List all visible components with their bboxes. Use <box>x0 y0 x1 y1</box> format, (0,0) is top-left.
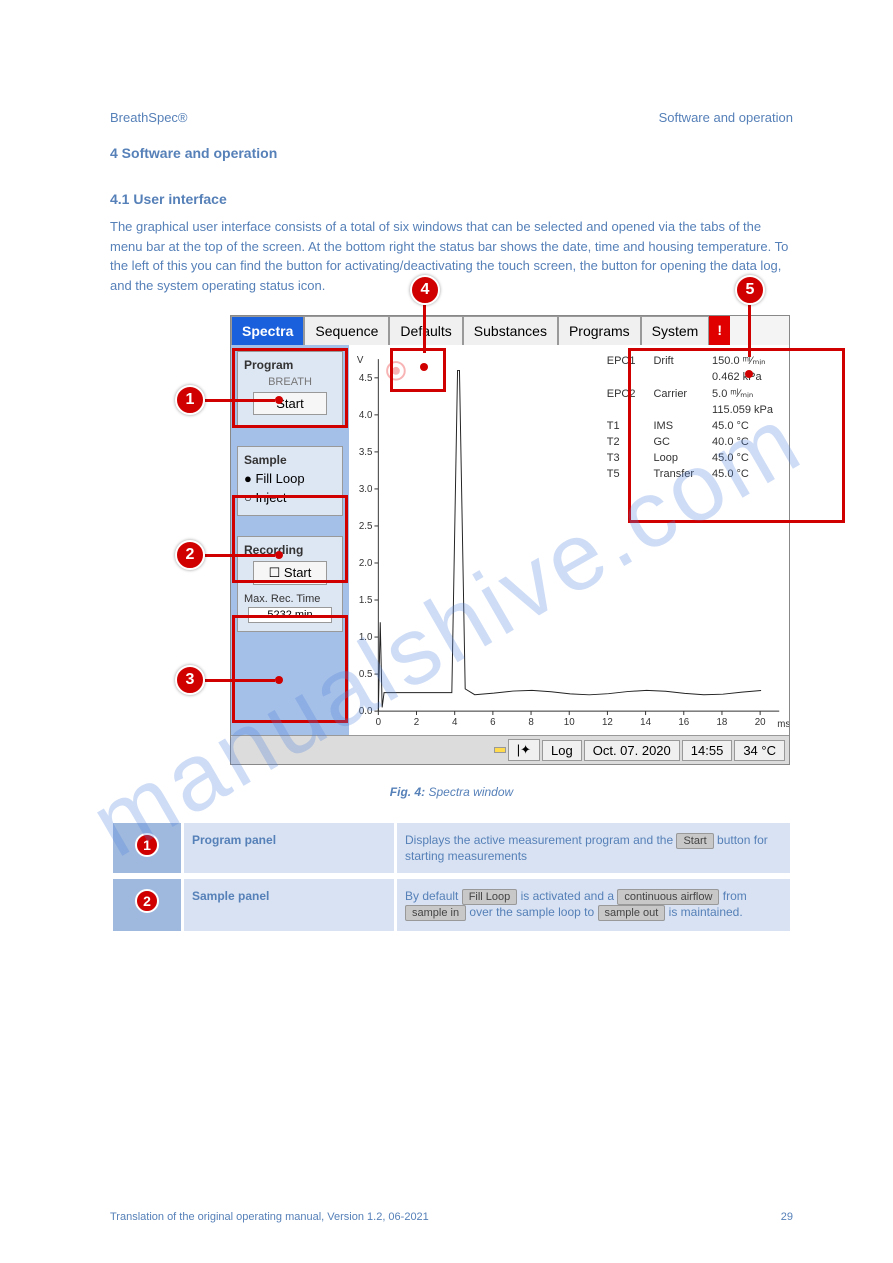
header-section: Software and operation <box>659 110 793 125</box>
x-unit: ms <box>777 719 789 730</box>
svg-text:1.0: 1.0 <box>359 632 373 643</box>
status-bar: |✦ Log Oct. 07. 2020 14:55 34 °C <box>231 735 789 764</box>
tab-sequence[interactable]: Sequence <box>304 316 389 345</box>
legend-desc-1: Displays the active measurement program … <box>397 823 790 873</box>
program-name: BREATH <box>244 376 336 388</box>
svg-text:0.0: 0.0 <box>359 706 373 717</box>
svg-text:18: 18 <box>717 717 728 728</box>
footer-left: Translation of the original operating ma… <box>110 1211 429 1223</box>
legend-label-1: Program panel <box>184 823 394 873</box>
program-start-button[interactable]: Start <box>253 392 327 415</box>
svg-text:0.5: 0.5 <box>359 669 373 680</box>
svg-text:10: 10 <box>564 717 575 728</box>
legend-badge-2: 2 <box>135 889 159 913</box>
svg-text:12: 12 <box>602 717 613 728</box>
svg-text:0: 0 <box>376 717 382 728</box>
tab-bar: Spectra Sequence Defaults Substances Pro… <box>231 316 789 345</box>
svg-text:20: 20 <box>755 717 766 728</box>
callout-2-badge: 2 <box>175 540 205 570</box>
svg-text:2: 2 <box>414 717 419 728</box>
max-rec-label: Max. Rec. Time <box>244 593 336 605</box>
callout-1-dot <box>275 396 283 404</box>
svg-text:2.0: 2.0 <box>359 558 373 569</box>
callout-5-line <box>748 305 751 357</box>
svg-text:4.5: 4.5 <box>359 373 373 384</box>
error-indicator[interactable]: ! <box>709 316 730 345</box>
fill-loop-radio[interactable]: ● Fill Loop <box>244 471 336 486</box>
svg-text:4: 4 <box>452 717 458 728</box>
status-temp: 34 °C <box>734 740 785 761</box>
tab-defaults[interactable]: Defaults <box>389 316 462 345</box>
recording-panel: Recording ☐ Start Max. Rec. Time 5232 mi… <box>237 536 343 632</box>
svg-text:14: 14 <box>640 717 651 728</box>
svg-text:6: 6 <box>490 717 495 728</box>
callout-4-badge: 4 <box>410 275 440 305</box>
program-panel: Program BREATH Start <box>237 351 343 426</box>
recording-start-button[interactable]: ☐ Start <box>253 561 327 585</box>
tab-system[interactable]: System <box>641 316 710 345</box>
tab-substances[interactable]: Substances <box>463 316 558 345</box>
section-title: 4.1 User interface <box>110 191 793 207</box>
status-icon <box>494 747 506 753</box>
inject-radio[interactable]: ○ Inject <box>244 490 336 505</box>
svg-text:4.0: 4.0 <box>359 410 373 421</box>
callout-3-badge: 3 <box>175 665 205 695</box>
callout-5-badge: 5 <box>735 275 765 305</box>
footer-page: 29 <box>781 1211 793 1223</box>
intro-text: The graphical user interface consists of… <box>110 217 793 295</box>
callout-4-line <box>423 305 426 353</box>
callout-5-dot <box>745 370 753 378</box>
tab-spectra[interactable]: Spectra <box>231 316 304 345</box>
legend-label-2: Sample panel <box>184 879 394 931</box>
figure-caption: Fig. 4: Spectra window <box>110 785 793 799</box>
legend-table: 1 Program panel Displays the active meas… <box>110 817 793 937</box>
callout-4-dot <box>420 363 428 371</box>
screenshot: 1 2 3 4 5 Spectra Sequence Defaults Subs… <box>170 315 790 765</box>
callout-1-line <box>205 399 275 402</box>
sample-panel: Sample ● Fill Loop ○ Inject <box>237 446 343 516</box>
callout-3-line <box>205 679 275 682</box>
legend-desc-2: By default Fill Loop is activated and a … <box>397 879 790 931</box>
parameter-overlay: EPC1Drift150.0 ᵐˡ⁄ₘᵢₙ0.462 kPaEPC2Carrie… <box>597 351 783 483</box>
callout-2-line <box>205 554 275 557</box>
tab-programs[interactable]: Programs <box>558 316 641 345</box>
status-date: Oct. 07. 2020 <box>584 740 680 761</box>
svg-text:8: 8 <box>528 717 533 728</box>
callout-2-dot <box>275 551 283 559</box>
max-rec-value: 5232 min <box>248 607 332 623</box>
sidebar: Program BREATH Start Sample ● Fill Loop … <box>231 345 349 735</box>
plot-area: V ms 0.0 0.5 1.0 1.5 2.0 2.5 3.0 3.5 4.0 4.5 0 2 4 6… <box>349 345 789 735</box>
chapter-title: 4 Software and operation <box>110 145 793 161</box>
callout-1-badge: 1 <box>175 385 205 415</box>
svg-text:3.0: 3.0 <box>359 484 373 495</box>
header-model: BreathSpec® <box>110 110 188 125</box>
callout-3-dot <box>275 676 283 684</box>
svg-text:2.5: 2.5 <box>359 521 373 532</box>
legend-badge-1: 1 <box>135 833 159 857</box>
status-time: 14:55 <box>682 740 733 761</box>
svg-text:3.5: 3.5 <box>359 447 373 458</box>
log-button[interactable]: Log <box>542 740 582 761</box>
y-unit: V <box>357 355 364 366</box>
svg-text:1.5: 1.5 <box>359 595 373 606</box>
touchscreen-toggle[interactable]: |✦ <box>508 739 540 761</box>
sample-panel-title: Sample <box>244 453 336 467</box>
program-panel-title: Program <box>244 358 336 372</box>
svg-text:16: 16 <box>678 717 689 728</box>
